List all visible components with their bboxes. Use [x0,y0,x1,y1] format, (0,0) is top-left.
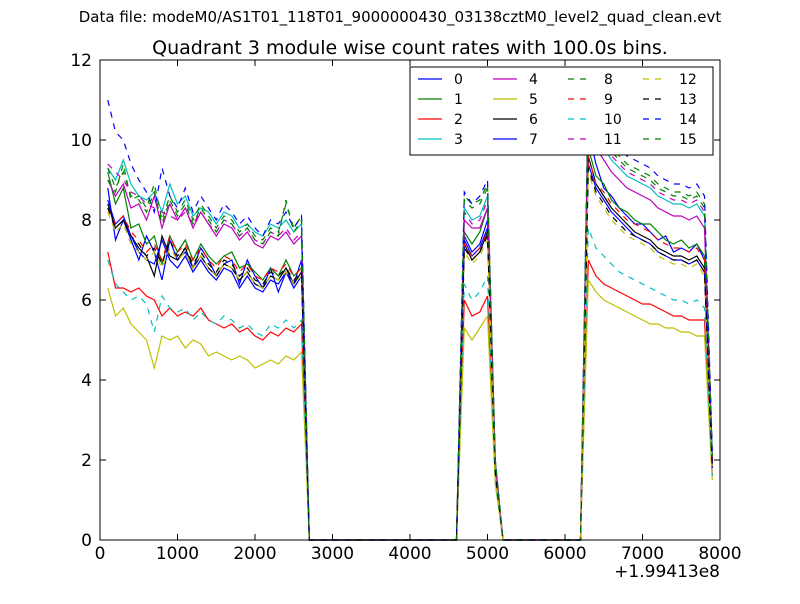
legend-label-3: 3 [454,132,463,148]
legend-label-8: 8 [604,72,613,88]
legend-label-15: 15 [679,132,697,148]
x-offset-label: +1.99413e8 [614,562,720,582]
y-tick-label: 12 [70,51,92,71]
y-tick-label: 8 [81,211,92,231]
x-tick-label: 2000 [233,544,276,564]
legend-label-11: 11 [604,132,622,148]
series-line-13 [107,167,713,541]
x-tick-label: 6000 [543,544,586,564]
chart-title: Quadrant 3 module wise count rates with … [152,37,668,59]
x-tick-label: 3000 [311,544,354,564]
y-tick-label: 6 [81,291,92,311]
series-line-0 [107,131,713,541]
x-tick-label: 1000 [156,544,199,564]
y-tick-label: 2 [81,451,92,471]
y-tick-label: 0 [81,531,92,551]
series-line-11 [107,103,713,541]
legend-label-10: 10 [604,112,622,128]
legend-label-1: 1 [454,92,463,108]
x-tick-label: 5000 [466,544,509,564]
series-line-2 [107,251,713,541]
legend-label-9: 9 [604,92,613,108]
legend-label-7: 7 [529,132,538,148]
legend-label-4: 4 [529,72,538,88]
legend-label-12: 12 [679,72,697,88]
legend-label-14: 14 [679,112,697,128]
legend-label-0: 0 [454,72,463,88]
series-line-8 [107,91,713,541]
legend-box [409,66,714,156]
axes: 0 1000 2000 3000 4000 5000 6000 7000 80000246810… [70,51,741,564]
x-tick-label: 8000 [698,544,741,564]
legend-label-13: 13 [679,92,697,108]
series-line-3 [107,107,713,541]
series-line-10 [107,227,713,541]
x-tick-label: 4000 [388,544,431,564]
legend-label-2: 2 [454,112,463,128]
legend-label-6: 6 [529,112,538,128]
figure-suptitle: Data file: modeM0/AS1T01_118T01_90000004… [78,8,722,26]
legend-label-5: 5 [529,92,538,108]
x-tick-label: 7000 [621,544,664,564]
series-line-5 [107,278,713,541]
y-tick-label: 10 [70,131,92,151]
y-tick-label: 4 [81,371,92,391]
series-line-1 [107,147,713,541]
series-line-7 [107,163,713,541]
series-line-4 [107,115,713,541]
x-tick-label: 0 [95,544,106,564]
